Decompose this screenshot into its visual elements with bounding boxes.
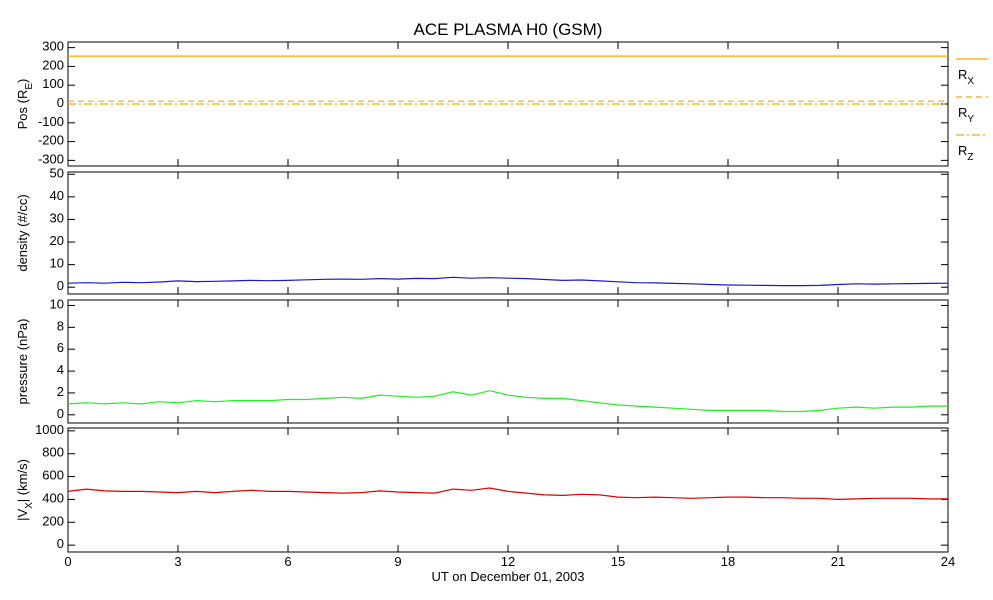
x-tick-label: 6 [284,554,291,569]
y-tick-label: 800 [42,445,64,460]
y-tick-label: 600 [42,468,64,483]
chart-title: ACE PLASMA H0 (GSM) [414,20,603,39]
y-tick-label: 8 [57,319,64,334]
data-line [67,390,948,413]
x-axis-label: UT on December 01, 2003 [432,569,585,584]
legend-label: RX [958,67,974,87]
x-tick-label: 21 [831,554,845,569]
y-tick-label: 4 [57,363,64,378]
y-tick-label: 50 [50,166,64,181]
y-tick-label: 200 [42,514,64,529]
x-tick-label: 12 [501,554,515,569]
y-tick-label: 0 [57,537,64,552]
y-tick-label: 30 [50,211,64,226]
y-tick-label: -300 [38,152,64,167]
y-tick-label: 400 [42,491,64,506]
y-tick-label: 20 [50,233,64,248]
y-tick-label: 40 [50,188,64,203]
y-tick-label: 6 [57,341,64,356]
y-tick-label: 2 [57,384,64,399]
x-tick-label: 15 [611,554,625,569]
x-tick-label: 3 [174,554,181,569]
plot-frame [67,299,949,424]
x-tick-label: 18 [721,554,735,569]
data-line [67,487,948,501]
legend-label: RY [958,105,974,125]
y-tick-label: 10 [50,297,64,312]
y-tick-label: 100 [42,77,64,92]
y-tick-label: 10 [50,256,64,271]
y-axis-label: density (#/cc) [15,194,30,271]
plot-frame [67,427,949,553]
y-tick-label: 0 [57,95,64,110]
x-tick-label: 9 [394,554,401,569]
y-tick-label: 0 [57,406,64,421]
y-axis-label: pressure (nPa) [15,319,30,405]
y-tick-label: -100 [38,114,64,129]
y-axis-label: Pos (RE) [15,79,35,130]
y-axis-label: |VX| (km/s) [15,459,35,521]
y-tick-label: 1000 [35,422,64,437]
y-tick-label: 300 [42,39,64,54]
plot-frame [67,171,949,295]
y-tick-label: 0 [57,279,64,294]
y-tick-label: 200 [42,58,64,73]
y-tick-label: -200 [38,133,64,148]
x-tick-label: 0 [64,554,71,569]
data-line [67,276,949,287]
x-tick-label: 24 [941,554,955,569]
legend-label: RZ [958,143,974,163]
